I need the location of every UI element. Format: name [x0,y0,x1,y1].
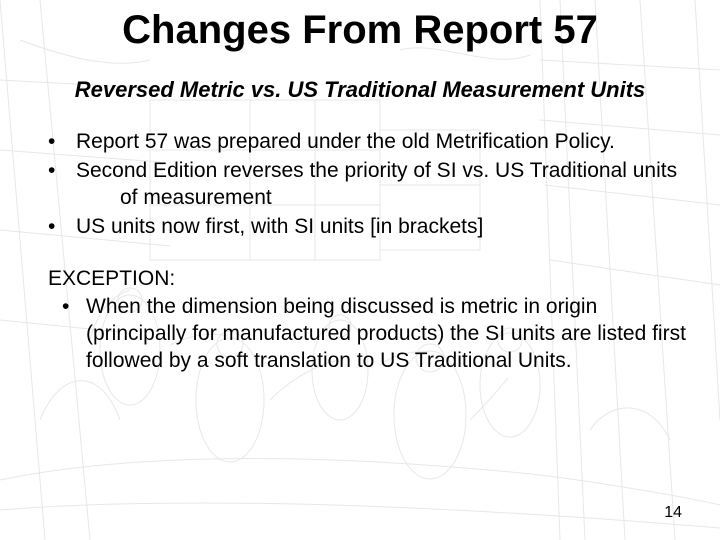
bullet-text: Second Edition reverses the priority of … [76,158,690,212]
bullet-item: US units now first, with SI units [in br… [48,214,690,241]
slide-title: Changes From Report 57 [30,8,690,53]
bullet-text: US units now first, with SI units [in br… [76,214,690,241]
main-bullet-list: Report 57 was prepared under the old Met… [48,129,690,241]
bullet-text: Report 57 was prepared under the old Met… [76,129,690,156]
page-number: 14 [664,504,682,522]
slide-content: Changes From Report 57 Reversed Metric v… [0,0,720,540]
bullet-item: Report 57 was prepared under the old Met… [48,129,690,156]
exception-label: EXCEPTION: [48,267,690,291]
exception-bullet: When the dimension being discussed is me… [48,293,690,375]
slide-subtitle: Reversed Metric vs. US Traditional Measu… [30,77,690,103]
bullet-item: Second Edition reverses the priority of … [48,158,690,212]
exception-bullet-list: When the dimension being discussed is me… [48,293,690,375]
